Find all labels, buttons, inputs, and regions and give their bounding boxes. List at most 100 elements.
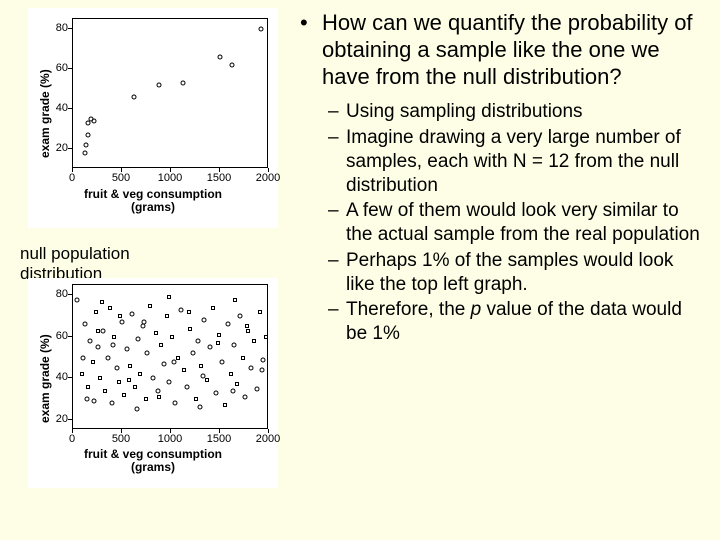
data-point xyxy=(162,361,167,366)
data-point xyxy=(86,385,90,389)
data-point xyxy=(82,151,87,156)
data-point xyxy=(87,338,92,343)
xtick-label: 2000 xyxy=(253,172,283,184)
ytick-label: 80 xyxy=(44,22,68,34)
data-point xyxy=(170,335,174,339)
data-point xyxy=(216,341,220,345)
data-point xyxy=(199,364,203,368)
data-point xyxy=(180,81,185,86)
xtick-mark xyxy=(72,168,73,172)
xtick-label: 2000 xyxy=(253,433,283,445)
ytick-mark xyxy=(68,148,72,149)
data-point xyxy=(117,380,121,384)
data-point xyxy=(217,333,221,337)
ytick-label: 80 xyxy=(44,288,68,300)
data-point xyxy=(176,356,180,360)
data-point xyxy=(237,314,242,319)
data-point xyxy=(208,345,213,350)
xtick-label: 1500 xyxy=(204,433,234,445)
chart-null-xlabel-line1: fruit & veg consumption xyxy=(84,447,222,461)
xtick-mark xyxy=(170,429,171,433)
data-point xyxy=(202,318,207,323)
data-point xyxy=(178,307,183,312)
data-point xyxy=(245,324,249,328)
data-point xyxy=(184,384,189,389)
dash-icon: – xyxy=(328,298,346,346)
data-point xyxy=(101,328,106,333)
data-point xyxy=(85,133,90,138)
data-point xyxy=(233,298,237,302)
data-point xyxy=(157,83,162,88)
xtick-mark xyxy=(219,168,220,172)
data-point xyxy=(259,27,264,32)
data-point xyxy=(188,327,192,331)
chart-null: exam grade (%) fruit & veg consumption (… xyxy=(28,278,278,488)
data-point xyxy=(258,310,262,314)
data-point xyxy=(100,300,104,304)
ytick-mark xyxy=(68,419,72,420)
sub-bullet-text: Imagine drawing a very large number of s… xyxy=(346,126,702,197)
data-point xyxy=(103,389,107,393)
data-point xyxy=(214,390,219,395)
chart-sample-xlabel: fruit & veg consumption (grams) xyxy=(28,188,278,214)
data-point xyxy=(261,357,266,362)
data-point xyxy=(122,393,126,397)
data-point xyxy=(235,382,239,386)
xtick-label: 0 xyxy=(57,172,87,184)
data-point xyxy=(133,385,137,389)
ytick-label: 60 xyxy=(44,330,68,342)
xtick-mark xyxy=(268,168,269,172)
ytick-mark xyxy=(68,108,72,109)
data-point xyxy=(138,372,142,376)
data-point xyxy=(187,310,191,314)
ytick-mark xyxy=(68,336,72,337)
data-point xyxy=(198,405,203,410)
ytick-label: 20 xyxy=(44,413,68,425)
sub-bullet-text: Therefore, the p value of the data would… xyxy=(346,298,702,346)
data-point xyxy=(96,329,100,333)
data-point xyxy=(127,378,131,382)
data-point xyxy=(218,55,223,60)
data-point xyxy=(223,403,227,407)
sub-bullet-text: Perhaps 1% of the samples would look lik… xyxy=(346,249,702,297)
data-point xyxy=(241,356,245,360)
sub-bullet: – Using sampling distributions xyxy=(328,100,702,124)
xtick-label: 500 xyxy=(106,172,136,184)
data-point xyxy=(264,335,268,339)
dash-icon: – xyxy=(328,126,346,197)
data-point xyxy=(229,372,233,376)
data-point xyxy=(249,365,254,370)
right-column: • How can we quantify the probability of… xyxy=(300,0,720,540)
data-point xyxy=(124,347,129,352)
data-point xyxy=(128,364,132,368)
data-point xyxy=(243,394,248,399)
data-point xyxy=(194,397,198,401)
chart-sample: exam grade (%) fruit & veg consumption (… xyxy=(28,8,278,228)
data-point xyxy=(94,310,98,314)
sub5-part-a: Therefore, the xyxy=(346,299,471,320)
data-point xyxy=(141,320,146,325)
ytick-label: 60 xyxy=(44,62,68,74)
data-point xyxy=(98,376,102,380)
data-point xyxy=(255,386,260,391)
sub-bullet-text: A few of them would look very similar to… xyxy=(346,199,702,247)
data-point xyxy=(84,143,89,148)
sub5-p-italic: p xyxy=(471,299,482,320)
chart-null-xlabel: fruit & veg consumption (grams) xyxy=(28,448,278,474)
data-point xyxy=(129,312,134,317)
data-point xyxy=(182,368,186,372)
xtick-label: 1000 xyxy=(155,172,185,184)
ytick-mark xyxy=(68,68,72,69)
data-point xyxy=(74,297,79,302)
ytick-label: 20 xyxy=(44,142,68,154)
xtick-mark xyxy=(72,429,73,433)
data-point xyxy=(110,401,115,406)
data-point xyxy=(80,355,85,360)
data-point xyxy=(154,331,158,335)
xtick-label: 0 xyxy=(57,433,87,445)
data-point xyxy=(115,365,120,370)
data-point xyxy=(171,359,176,364)
data-point xyxy=(260,367,265,372)
ytick-label: 40 xyxy=(44,102,68,114)
data-point xyxy=(231,343,236,348)
